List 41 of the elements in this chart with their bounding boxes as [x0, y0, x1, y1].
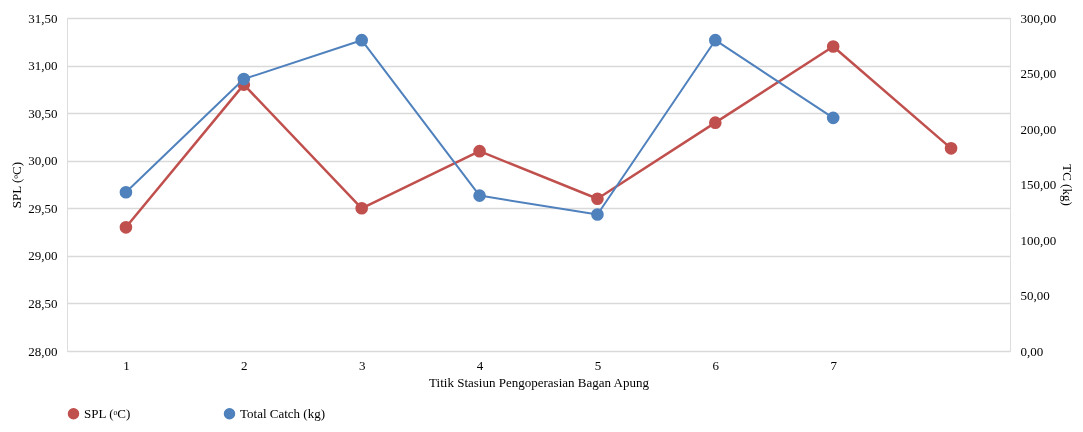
y-tick-label: 31,00 [28, 58, 58, 74]
y-tick-label: 29,00 [28, 248, 58, 264]
x-tick-label: 6 [712, 357, 720, 373]
point [355, 201, 369, 215]
x-axis-title: Titik Stasiun Pengoperasian Bagan Apung [429, 374, 650, 390]
y-tick-label: 28,50 [28, 295, 58, 311]
x-tick-label: 1 [123, 357, 130, 373]
point [591, 192, 604, 206]
x-tick-label: 4 [476, 357, 484, 373]
y-tick-label: 30,00 [28, 153, 58, 169]
x-tick-label: 2 [241, 357, 248, 373]
point [473, 144, 486, 158]
legend-label: Total Catch (kg) [240, 405, 326, 421]
y-tick-label: 28,00 [28, 343, 58, 359]
point [473, 189, 486, 202]
y2-tick-label: 250,00 [1020, 66, 1057, 81]
point [355, 33, 369, 47]
point [237, 72, 251, 86]
legend-label: SPL (ᵒC) [84, 405, 131, 421]
y2-tick-label: 100,00 [1020, 232, 1057, 248]
point [591, 208, 604, 221]
y2-tick-label: 50,00 [1020, 288, 1050, 303]
y2-axis-title: TC (kg) [1060, 164, 1076, 206]
point [708, 33, 722, 47]
y-tick-label: 31,50 [28, 10, 58, 26]
point [826, 40, 840, 53]
y2-tick-label: 0,00 [1020, 343, 1044, 359]
y-tick-label: 29,50 [28, 200, 58, 216]
y2-tick-label: 200,00 [1020, 121, 1057, 137]
point [119, 221, 133, 234]
x-tick-label: 3 [358, 357, 366, 373]
y-axis-title: SPL (ᵒC) [9, 161, 25, 209]
point [708, 116, 722, 129]
point [119, 185, 133, 199]
point [826, 111, 840, 125]
point [944, 142, 958, 155]
x-tick-label: 7 [830, 357, 838, 373]
y2-tick-label: 150,00 [1020, 177, 1057, 192]
y-tick-label: 30,50 [28, 105, 58, 121]
x-tick-label: 5 [594, 357, 602, 373]
y2-tick-label: 300,00 [1020, 10, 1057, 26]
